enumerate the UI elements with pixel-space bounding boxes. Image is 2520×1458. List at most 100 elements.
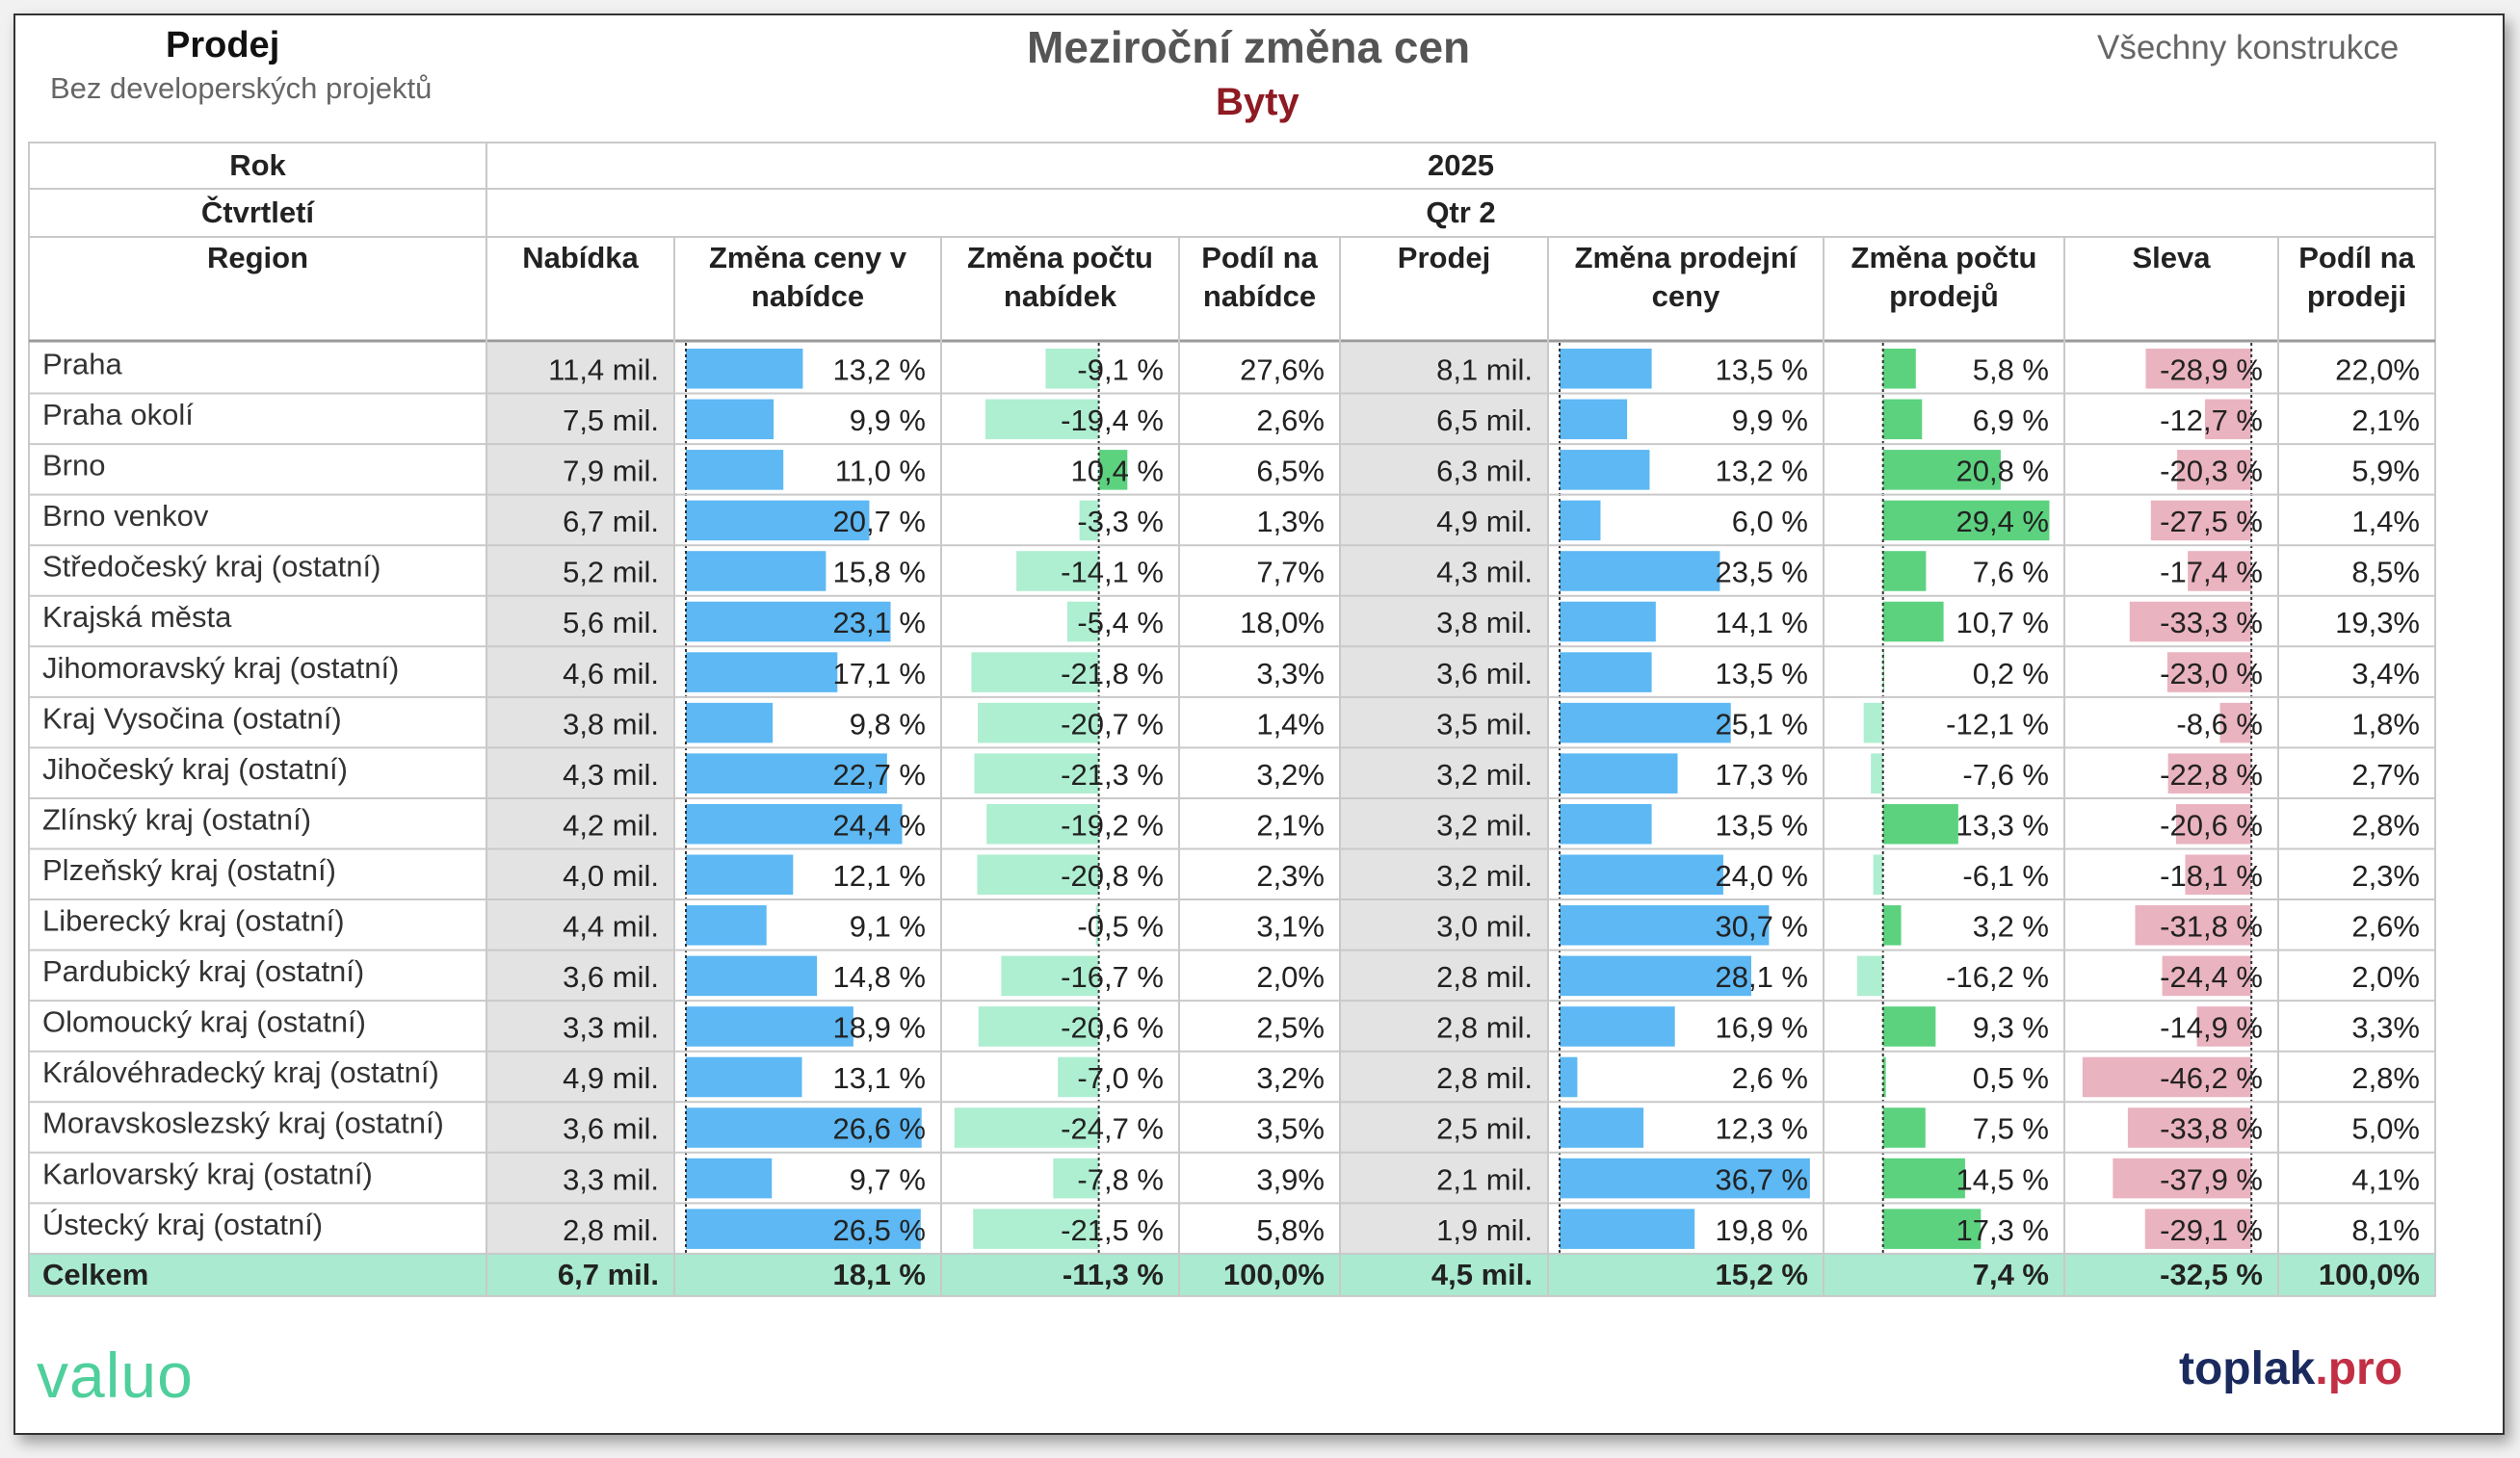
bar <box>1560 500 1601 541</box>
total-value: 15,2 % <box>1715 1258 1808 1291</box>
total-row-bg <box>29 1253 2435 1296</box>
bar <box>2162 955 2252 997</box>
bar <box>1560 803 1652 845</box>
bar <box>1560 1107 1644 1148</box>
cell-value: 5,8 % <box>1973 352 2049 386</box>
cell-value: 13,5 % <box>1715 352 1808 386</box>
cell-value: 3,6 mil. <box>563 1112 659 1146</box>
bar <box>686 803 903 845</box>
cell-value: -12,1 % <box>1946 707 2049 741</box>
cell-value: 2,6% <box>1256 404 1325 437</box>
bar <box>686 1209 921 1249</box>
quarter-label: Čtvrtletí <box>201 195 316 229</box>
cell-value: 2,8 mil. <box>1436 960 1533 994</box>
cell-value: -46,2 % <box>2160 1061 2263 1095</box>
region-label: Kraj Vysočina (ostatní) <box>42 701 342 735</box>
cell-value: 17,1 % <box>832 657 926 690</box>
cell-value: 9,9 % <box>1732 404 1808 437</box>
cell-value: 4,3 mil. <box>1436 556 1533 589</box>
cell-value: 1,4% <box>1256 707 1325 741</box>
bar <box>2166 652 2252 692</box>
bar <box>1882 450 2001 490</box>
bar <box>1560 652 1652 692</box>
column-header: nabídek <box>1004 279 1117 313</box>
cell-value: 6,7 mil. <box>563 505 659 538</box>
bar <box>1560 1006 1675 1047</box>
bar <box>1560 551 1720 591</box>
page-subtitle: Byty <box>1216 81 1299 123</box>
bar <box>686 450 784 490</box>
cell-value: -27,5 % <box>2160 505 2263 538</box>
region-label: Plzeňský kraj (ostatní) <box>42 853 336 887</box>
cell-value: 8,1 mil. <box>1436 352 1533 386</box>
bar <box>1001 955 1099 997</box>
cell-value: 2,0% <box>1256 960 1325 994</box>
cell-value: -0,5 % <box>1077 910 1164 944</box>
cell-value: 1,9 mil. <box>1436 1213 1533 1247</box>
bar <box>974 753 1099 794</box>
cell-value: 2,8 mil. <box>1436 1011 1533 1045</box>
cell-value: -33,8 % <box>2160 1112 2263 1146</box>
bar <box>2145 349 2252 389</box>
region-label: Praha okolí <box>42 398 194 431</box>
cell-value: 3,5 mil. <box>1436 707 1533 741</box>
column-header: nabídce <box>751 279 864 313</box>
bar <box>686 551 827 591</box>
cell-value: 3,2 mil. <box>1436 859 1533 893</box>
cell-value: 0,5 % <box>1973 1061 2049 1095</box>
cell-value: 26,6 % <box>832 1112 926 1146</box>
bar <box>1873 854 1883 896</box>
cell-value: -17,4 % <box>2160 556 2263 589</box>
bar <box>1560 955 1751 997</box>
rok-label: Rok <box>229 148 286 182</box>
bar <box>2082 1056 2252 1098</box>
cell-value: -12,7 % <box>2160 404 2263 437</box>
bar <box>686 854 794 896</box>
bar <box>1095 905 1099 946</box>
cell-value: 3,6 mil. <box>563 960 659 994</box>
column-header: Změna počtu <box>1851 241 2037 274</box>
cell-value: 14,1 % <box>1715 606 1808 639</box>
bar <box>2177 450 2252 490</box>
bar <box>1871 753 1883 794</box>
cell-value: 6,9 % <box>1973 404 2049 437</box>
region-label: Jihomoravský kraj (ostatní) <box>42 651 399 685</box>
bar <box>2144 1209 2252 1249</box>
cell-value: 9,8 % <box>850 707 926 741</box>
cell-value: 20,7 % <box>832 505 926 538</box>
bar <box>1882 349 1916 389</box>
cell-value: 7,5 % <box>1973 1112 2049 1146</box>
column-header: Změna ceny v <box>709 241 907 274</box>
cell-value: -24,4 % <box>2160 960 2263 994</box>
column-header: Nabídka <box>522 241 639 274</box>
bar <box>2175 803 2252 845</box>
cell-value: 2,0% <box>2351 960 2420 994</box>
cell-value: 4,4 mil. <box>563 910 659 944</box>
cell-value: 17,3 % <box>1715 758 1808 792</box>
column-header: Prodej <box>1398 241 1490 274</box>
bar <box>1560 399 1628 440</box>
bar <box>2113 1158 2252 1199</box>
bar <box>1882 905 1902 946</box>
cell-value: 19,3% <box>2335 606 2420 639</box>
cell-value: -14,1 % <box>1061 556 1164 589</box>
report-card <box>13 13 2505 1435</box>
bar <box>1560 702 1731 743</box>
cell-value: -19,2 % <box>1061 808 1164 842</box>
cell-value: -37,9 % <box>2160 1162 2263 1196</box>
cell-value: 13,5 % <box>1715 657 1808 690</box>
cell-value: 20,8 % <box>1956 455 2049 488</box>
cell-value: 3,2% <box>1256 758 1325 792</box>
cell-value: 2,1% <box>1256 808 1325 842</box>
column-header: Podíl na <box>1201 241 1318 274</box>
cell-value: 5,6 mil. <box>563 606 659 639</box>
cell-value: -23,0 % <box>2160 657 2263 690</box>
cell-value: 2,6% <box>2351 910 2420 944</box>
cell-value: 13,1 % <box>832 1061 926 1095</box>
bar <box>1560 349 1652 389</box>
cell-value: 5,8% <box>1256 1213 1325 1247</box>
total-value: 4,5 mil. <box>1431 1258 1533 1291</box>
toplak-logo-suffix: .pro <box>2315 1343 2403 1394</box>
bar <box>1863 702 1883 743</box>
